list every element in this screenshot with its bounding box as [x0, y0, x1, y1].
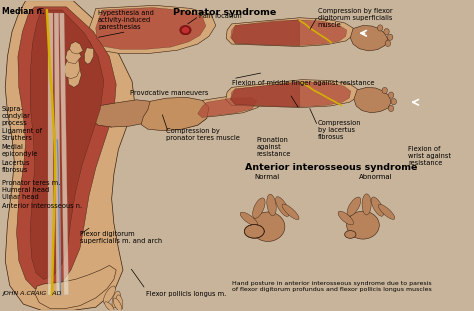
Text: Compression by flexor
digitorum superficialis
muscle: Compression by flexor digitorum superfic…	[318, 8, 392, 28]
Ellipse shape	[346, 211, 379, 239]
Text: Ligament of
Struthers: Ligament of Struthers	[1, 128, 42, 141]
Polygon shape	[84, 48, 93, 64]
Text: Normal: Normal	[254, 174, 280, 180]
Text: Hand posture in anterior interosseous syndrome due to paresis
of flexor digitoru: Hand posture in anterior interosseous sy…	[232, 281, 431, 292]
Text: Flexor pollicis longus m.: Flexor pollicis longus m.	[146, 291, 226, 297]
Polygon shape	[17, 7, 116, 292]
Polygon shape	[141, 97, 209, 131]
Ellipse shape	[382, 87, 387, 94]
Ellipse shape	[347, 197, 361, 216]
Ellipse shape	[112, 291, 120, 308]
Ellipse shape	[275, 197, 289, 216]
Text: Pain location: Pain location	[199, 13, 242, 19]
Text: Compression
by lacertus
fibrosus: Compression by lacertus fibrosus	[318, 120, 361, 140]
Text: Compression by
pronator teres muscle: Compression by pronator teres muscle	[166, 128, 240, 141]
Polygon shape	[226, 18, 354, 47]
Ellipse shape	[240, 212, 257, 226]
Polygon shape	[226, 80, 358, 108]
Polygon shape	[91, 100, 157, 127]
Ellipse shape	[103, 286, 115, 304]
Polygon shape	[96, 7, 206, 49]
Text: Anterior interosseous n.: Anterior interosseous n.	[1, 203, 82, 210]
Ellipse shape	[387, 34, 393, 40]
Ellipse shape	[384, 29, 389, 35]
Polygon shape	[198, 97, 257, 118]
Polygon shape	[65, 48, 82, 63]
Polygon shape	[54, 13, 61, 295]
Ellipse shape	[282, 204, 299, 220]
Text: Supra-
condylar
process: Supra- condylar process	[1, 106, 30, 126]
Polygon shape	[60, 13, 69, 295]
Text: Median n.: Median n.	[1, 7, 45, 16]
Ellipse shape	[391, 99, 396, 105]
Polygon shape	[48, 13, 53, 295]
Ellipse shape	[251, 212, 285, 241]
Polygon shape	[354, 87, 391, 113]
Ellipse shape	[116, 295, 123, 310]
Ellipse shape	[345, 230, 356, 238]
Ellipse shape	[338, 211, 354, 225]
Text: Provocative maneuvers: Provocative maneuvers	[130, 91, 208, 96]
Text: Pronator syndrome: Pronator syndrome	[173, 8, 276, 17]
Polygon shape	[68, 63, 82, 87]
Text: Pronation
against
resistance: Pronation against resistance	[256, 137, 291, 157]
Ellipse shape	[377, 25, 383, 31]
Polygon shape	[232, 20, 300, 46]
Polygon shape	[64, 56, 80, 79]
Ellipse shape	[180, 26, 191, 35]
Ellipse shape	[244, 225, 264, 238]
Ellipse shape	[362, 194, 371, 215]
Polygon shape	[30, 10, 104, 279]
Text: Lacertus
fibrosus: Lacertus fibrosus	[1, 160, 30, 173]
Ellipse shape	[182, 27, 190, 34]
Polygon shape	[5, 1, 134, 310]
Polygon shape	[231, 20, 346, 46]
Polygon shape	[182, 94, 264, 129]
Text: Flexion of middle finger against resistance: Flexion of middle finger against resista…	[232, 80, 374, 86]
Polygon shape	[89, 5, 216, 53]
Polygon shape	[70, 42, 83, 54]
Ellipse shape	[253, 198, 265, 218]
Ellipse shape	[267, 194, 276, 216]
Ellipse shape	[388, 92, 394, 98]
Polygon shape	[48, 106, 112, 128]
Text: Flexion of
wrist against
resistance: Flexion of wrist against resistance	[408, 146, 451, 166]
Polygon shape	[35, 265, 116, 309]
Text: Medial
epicondyle: Medial epicondyle	[1, 144, 38, 157]
Ellipse shape	[388, 105, 394, 112]
Polygon shape	[350, 26, 388, 51]
Ellipse shape	[378, 204, 395, 219]
Ellipse shape	[105, 302, 114, 311]
Polygon shape	[79, 41, 98, 75]
Text: Hypesthesia and
activity-induced
paresthesias: Hypesthesia and activity-induced paresth…	[98, 10, 154, 30]
Text: Pronator teres m.
Humeral head
Ulnar head: Pronator teres m. Humeral head Ulnar hea…	[1, 180, 60, 200]
Polygon shape	[231, 82, 351, 107]
Ellipse shape	[371, 197, 384, 216]
Ellipse shape	[113, 298, 122, 311]
Text: JOHN A.CRAIG   AD: JOHN A.CRAIG AD	[1, 291, 61, 296]
Text: Abnormal: Abnormal	[358, 174, 392, 180]
Ellipse shape	[385, 40, 391, 47]
Polygon shape	[231, 82, 300, 107]
Text: Anterior interosseous syndrome: Anterior interosseous syndrome	[245, 163, 418, 172]
Text: Flexor digitorum
superficialis m. and arch: Flexor digitorum superficialis m. and ar…	[80, 231, 162, 244]
